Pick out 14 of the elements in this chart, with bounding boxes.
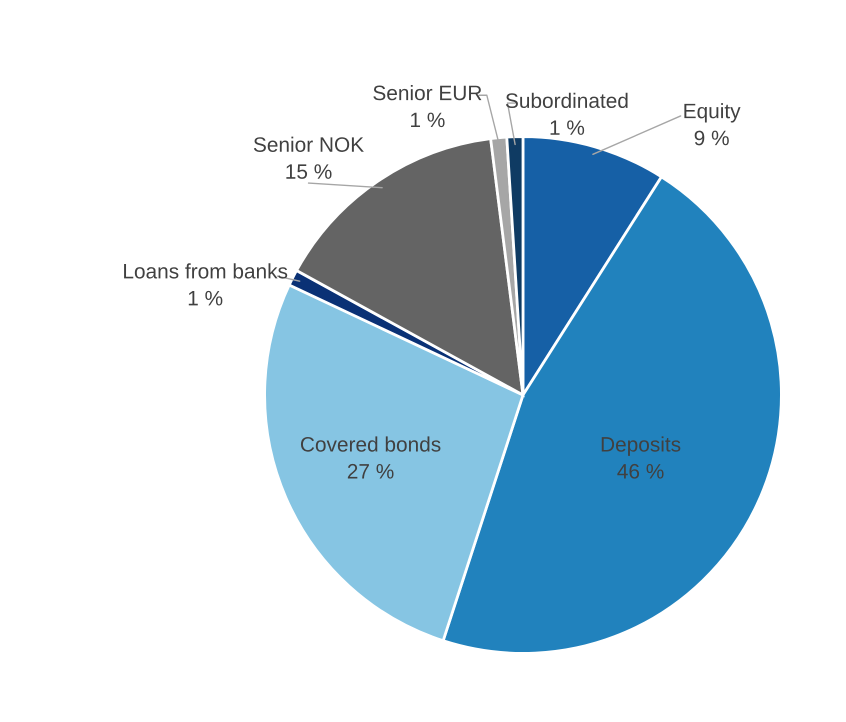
slice-label: Senior NOK (254, 136, 364, 152)
slice-label: Covered bonds (300, 436, 440, 452)
slice-label: Deposits (602, 436, 680, 456)
slice-label: Subordinated (506, 92, 628, 108)
data-label: 1 % (188, 290, 222, 306)
data-label: 15 % (286, 164, 332, 179)
slice-label: Equity (684, 103, 741, 122)
slice-label: Senior EUR (373, 84, 482, 100)
data-label: 1 % (411, 112, 445, 128)
slice-label: Loans from banks (124, 263, 288, 279)
data-label: 9 % (694, 130, 729, 146)
data-label: 1 % (550, 120, 584, 135)
data-label: 27 % (348, 464, 394, 479)
data-label: 46 % (617, 464, 664, 479)
